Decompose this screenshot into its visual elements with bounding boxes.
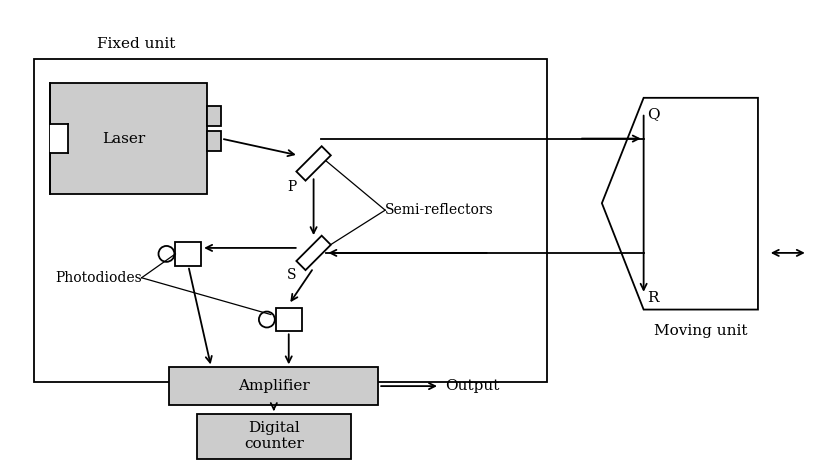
Text: Amplifier: Amplifier: [238, 379, 310, 393]
Polygon shape: [602, 98, 758, 310]
Bar: [276, 308, 301, 331]
Text: Moving unit: Moving unit: [654, 324, 748, 338]
Bar: [34, 59, 547, 382]
Bar: [50, 124, 68, 153]
Polygon shape: [297, 146, 330, 181]
Text: S: S: [287, 268, 297, 282]
Bar: [175, 242, 202, 266]
Text: P: P: [287, 180, 297, 194]
Text: Q: Q: [648, 107, 660, 121]
Bar: [50, 83, 207, 194]
Polygon shape: [297, 236, 330, 270]
Text: Digital
counter: Digital counter: [244, 421, 304, 451]
Text: Semi-reflectors: Semi-reflectors: [385, 203, 494, 217]
Bar: [207, 106, 221, 126]
Text: Fixed unit: Fixed unit: [97, 37, 175, 51]
Bar: [169, 367, 378, 405]
Bar: [207, 131, 221, 151]
Text: Output: Output: [445, 379, 499, 393]
Text: Photodiodes: Photodiodes: [55, 271, 141, 285]
Text: R: R: [648, 291, 659, 304]
Bar: [197, 414, 351, 459]
Text: Laser: Laser: [102, 132, 145, 145]
